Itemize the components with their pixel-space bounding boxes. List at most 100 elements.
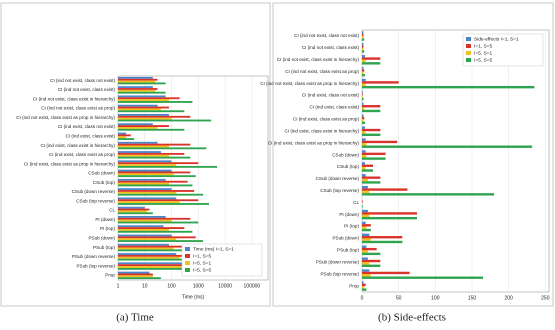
bar — [362, 186, 368, 189]
bar — [362, 45, 364, 48]
bar — [118, 245, 193, 248]
bar — [118, 154, 169, 157]
bar — [118, 217, 191, 220]
bar — [118, 216, 166, 218]
bar — [118, 76, 153, 79]
bar — [118, 221, 199, 224]
bar — [362, 150, 366, 153]
legend-label: Time (ms) I=1, S=1 — [193, 246, 234, 252]
bar — [118, 219, 172, 222]
bar — [118, 117, 172, 120]
x-tick-label: 200 — [504, 295, 513, 301]
x-tick-label: 0 — [361, 295, 364, 301]
bar — [362, 200, 363, 203]
bar — [362, 78, 366, 82]
y-tick-label: Prop — [105, 273, 115, 278]
bar — [118, 106, 169, 109]
bar — [118, 178, 166, 181]
bar — [118, 210, 147, 213]
bar — [118, 86, 153, 89]
bar — [362, 264, 381, 267]
bar — [362, 233, 370, 237]
y-tick-label: CSub (down reverse) — [316, 176, 360, 181]
y-tick-label: CSub (top reverse) — [76, 198, 115, 203]
bar — [118, 152, 185, 155]
bar — [118, 243, 169, 246]
x-tick-label: 100000 — [244, 283, 261, 289]
bar — [362, 238, 371, 241]
legend-swatch — [466, 58, 471, 62]
bar — [118, 101, 193, 103]
x-axis-label: Time (ms) — [182, 294, 205, 300]
bar — [118, 173, 174, 176]
y-tick-label: CI (ind exist, class exist in hierarchy) — [284, 128, 359, 133]
y-tick-label: CI (ind not exist, class exist) — [58, 87, 116, 92]
legend-label: I=5, S=1 — [193, 260, 211, 266]
bar — [118, 141, 158, 144]
bar — [118, 169, 172, 172]
bar — [118, 277, 161, 280]
legend-label: Side-effects I=1, S=1 — [474, 36, 519, 42]
caption: (b) Side-effects — [378, 312, 446, 324]
bar — [362, 116, 365, 120]
panel-frame — [0, 2, 271, 307]
bar — [362, 164, 373, 167]
bar — [118, 238, 177, 241]
bar — [362, 245, 367, 248]
bar — [118, 138, 135, 140]
x-tick-label: 100 — [167, 283, 176, 289]
y-tick-label: CI (ind exist, class exist) — [309, 105, 359, 110]
bar — [362, 228, 371, 232]
bar — [362, 105, 381, 108]
bar — [118, 264, 207, 267]
bar — [362, 71, 364, 75]
bar — [118, 151, 161, 153]
caption: (a) Time — [116, 312, 154, 324]
bar — [362, 262, 370, 265]
y-tick-label: CI (ind not exist, class exist as prop i… — [16, 115, 115, 120]
bar — [362, 169, 373, 172]
bar — [118, 99, 169, 102]
bar — [118, 145, 169, 148]
bar — [362, 212, 417, 215]
bar — [362, 193, 494, 196]
x-tick-label: 100 — [431, 295, 440, 301]
panel-frame — [272, 2, 554, 307]
bar — [362, 102, 364, 106]
y-tick-label: CI (ind not exist, class exist in hierar… — [33, 96, 116, 101]
x-tick-label: 1 — [117, 283, 120, 289]
bar — [118, 227, 185, 229]
bar — [118, 171, 191, 174]
y-tick-label: CI (ind not exist, class exist as prop i… — [260, 81, 359, 86]
y-tick-label: PSub (down reverse) — [72, 254, 116, 259]
bar — [362, 119, 364, 122]
bar — [118, 234, 172, 237]
bar — [118, 136, 127, 139]
bar — [118, 95, 166, 98]
y-tick-label: PSub (top reverse) — [76, 263, 115, 268]
bar — [362, 166, 366, 170]
bar — [118, 175, 196, 178]
y-tick-label: PSub (down) — [88, 235, 115, 240]
legend-label: I=5, S=5 — [474, 57, 492, 63]
bar — [118, 258, 223, 261]
bar — [362, 178, 368, 182]
bar — [118, 165, 218, 168]
bar — [362, 55, 365, 58]
legend-swatch — [185, 247, 190, 251]
bar — [362, 247, 377, 251]
legend-swatch — [466, 51, 471, 55]
bar — [362, 259, 381, 263]
bar — [118, 80, 156, 83]
bar — [118, 225, 164, 228]
y-tick-label: PSub (top) — [93, 245, 115, 250]
y-tick-label: CI (ind not exist, class not exist) — [294, 33, 359, 38]
bar — [362, 181, 381, 184]
bar — [118, 164, 177, 166]
y-tick-label: CI (ind not exist, class exist) — [302, 45, 360, 50]
bar — [118, 88, 158, 90]
bar — [362, 35, 364, 39]
x-tick-label: 150 — [468, 295, 477, 301]
bar — [362, 133, 381, 136]
bar — [118, 208, 150, 211]
